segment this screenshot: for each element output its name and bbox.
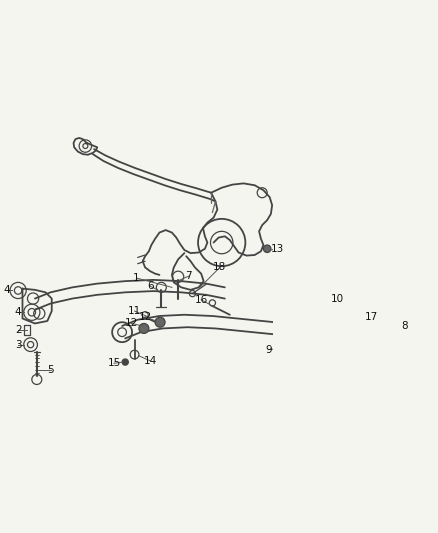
Text: 6: 6 [147,281,153,291]
Circle shape [155,317,165,327]
Text: 17: 17 [365,312,378,322]
Text: 1: 1 [133,273,140,283]
Text: 12: 12 [138,312,152,322]
Text: 16: 16 [194,295,208,305]
Circle shape [263,245,271,253]
Circle shape [122,359,128,365]
Text: 11: 11 [128,306,141,316]
Text: 18: 18 [213,262,226,272]
Text: 13: 13 [271,244,284,254]
Text: 4: 4 [4,286,10,295]
Text: 9: 9 [265,345,272,354]
Text: 4: 4 [15,307,21,317]
Text: 5: 5 [47,365,54,375]
Text: 2: 2 [15,325,21,335]
Text: 3: 3 [15,340,21,350]
Text: 8: 8 [401,321,407,331]
Text: 14: 14 [144,356,157,366]
Text: 15: 15 [107,358,120,368]
Text: 7: 7 [185,271,192,281]
Text: 10: 10 [330,294,343,304]
Text: 12: 12 [125,318,138,328]
Circle shape [139,324,149,334]
